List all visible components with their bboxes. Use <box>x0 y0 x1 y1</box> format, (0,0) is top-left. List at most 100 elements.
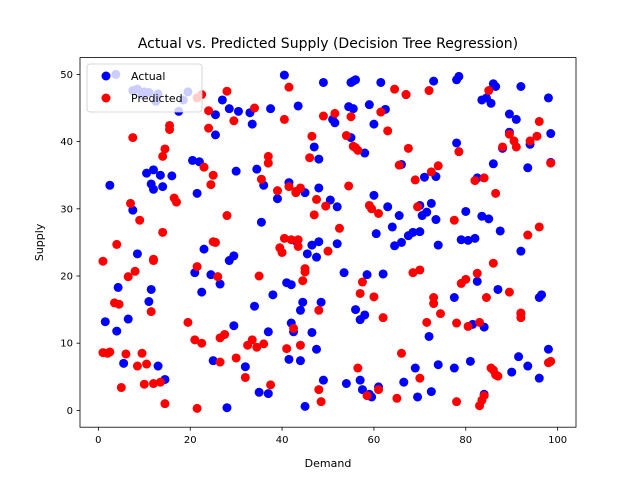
point-predicted-69 <box>282 344 292 354</box>
point-predicted-61 <box>263 158 273 168</box>
point-actual-75 <box>300 401 310 411</box>
point-predicted-57 <box>252 342 262 352</box>
point-predicted-129 <box>433 161 443 171</box>
point-predicted-109 <box>374 385 384 395</box>
point-predicted-116 <box>396 348 406 358</box>
point-actual-39 <box>210 110 220 120</box>
point-predicted-90 <box>318 111 328 121</box>
point-actual-180 <box>534 373 544 383</box>
point-actual-142 <box>433 240 443 250</box>
point-actual-43 <box>224 104 234 114</box>
point-predicted-25 <box>160 144 170 154</box>
point-actual-23 <box>155 170 165 180</box>
point-actual-34 <box>197 287 207 297</box>
legend-marker-actual <box>101 71 111 81</box>
point-actual-49 <box>240 362 250 372</box>
point-actual-0 <box>100 317 110 327</box>
point-actual-175 <box>516 82 526 91</box>
point-predicted-11 <box>128 133 138 143</box>
point-actual-18 <box>148 165 158 175</box>
point-actual-66 <box>286 280 296 290</box>
point-actual-169 <box>504 109 514 119</box>
chart-title: Actual vs. Predicted Supply (Decision Tr… <box>138 36 518 52</box>
point-actual-119 <box>387 222 397 232</box>
point-predicted-13 <box>132 361 142 371</box>
point-predicted-31 <box>183 317 193 327</box>
point-predicted-163 <box>534 116 544 126</box>
point-actual-80 <box>312 252 322 262</box>
point-predicted-102 <box>355 288 365 298</box>
point-actual-154 <box>472 276 482 286</box>
point-predicted-15 <box>137 348 147 358</box>
point-predicted-110 <box>376 107 386 117</box>
point-actual-72 <box>295 305 305 315</box>
point-actual-156 <box>477 211 487 221</box>
point-predicted-22 <box>155 377 165 387</box>
point-actual-4 <box>113 282 123 292</box>
point-actual-42 <box>222 403 232 413</box>
point-actual-107 <box>362 270 372 280</box>
legend-label-actual: Actual <box>131 70 165 83</box>
point-predicted-49 <box>222 211 232 221</box>
point-actual-116 <box>378 269 388 279</box>
point-predicted-80 <box>298 276 308 286</box>
point-predicted-77 <box>293 235 303 245</box>
point-predicted-14 <box>135 215 145 225</box>
point-predicted-32 <box>190 335 200 345</box>
x-tick-label-80: 80 <box>459 435 472 446</box>
point-predicted-95 <box>341 131 351 141</box>
point-actual-166 <box>493 284 503 294</box>
point-predicted-41 <box>206 180 216 190</box>
point-actual-59 <box>266 104 276 114</box>
point-actual-61 <box>272 194 282 204</box>
x-tick-label-20: 20 <box>184 435 197 446</box>
point-actual-76 <box>302 249 312 259</box>
legend-marker-predicted <box>101 93 111 103</box>
point-actual-70 <box>293 101 303 111</box>
point-predicted-78 <box>295 340 305 350</box>
point-predicted-52 <box>231 353 241 363</box>
point-predicted-101 <box>353 363 363 373</box>
point-actual-45 <box>229 251 239 261</box>
point-predicted-66 <box>277 247 287 257</box>
x-axis-label: Demand <box>305 457 352 470</box>
point-actual-93 <box>339 268 349 278</box>
point-predicted-125 <box>424 86 434 96</box>
point-predicted-53 <box>240 372 250 382</box>
point-predicted-40 <box>204 123 214 133</box>
point-actual-48 <box>233 106 243 116</box>
point-predicted-91 <box>321 201 331 211</box>
point-predicted-126 <box>426 167 436 177</box>
point-predicted-115 <box>394 160 404 170</box>
point-actual-62 <box>279 70 289 80</box>
point-actual-47 <box>231 166 241 176</box>
point-predicted-143 <box>479 173 489 183</box>
point-predicted-152 <box>493 371 503 381</box>
point-predicted-6 <box>114 299 124 309</box>
point-predicted-62 <box>263 151 273 161</box>
point-predicted-37 <box>197 338 207 348</box>
point-actual-83 <box>314 183 324 193</box>
point-actual-164 <box>488 159 498 169</box>
point-actual-137 <box>426 387 436 397</box>
point-actual-178 <box>523 163 533 173</box>
point-actual-46 <box>229 321 239 331</box>
point-actual-40 <box>215 279 225 289</box>
point-predicted-106 <box>367 204 377 214</box>
point-actual-144 <box>449 293 459 302</box>
point-actual-105 <box>360 148 370 158</box>
point-predicted-87 <box>314 305 324 315</box>
point-predicted-112 <box>383 126 393 136</box>
point-actual-123 <box>396 237 406 247</box>
point-actual-129 <box>413 392 423 402</box>
point-actual-9 <box>132 249 142 259</box>
point-predicted-154 <box>504 129 514 139</box>
point-actual-127 <box>408 227 418 237</box>
y-axis-ticks: 0 10 20 30 40 50 <box>60 70 80 417</box>
point-actual-121 <box>394 211 404 221</box>
point-actual-65 <box>284 354 294 364</box>
point-actual-19 <box>148 184 158 194</box>
point-actual-58 <box>263 389 273 399</box>
point-predicted-123 <box>415 265 425 275</box>
point-predicted-88 <box>314 385 324 395</box>
